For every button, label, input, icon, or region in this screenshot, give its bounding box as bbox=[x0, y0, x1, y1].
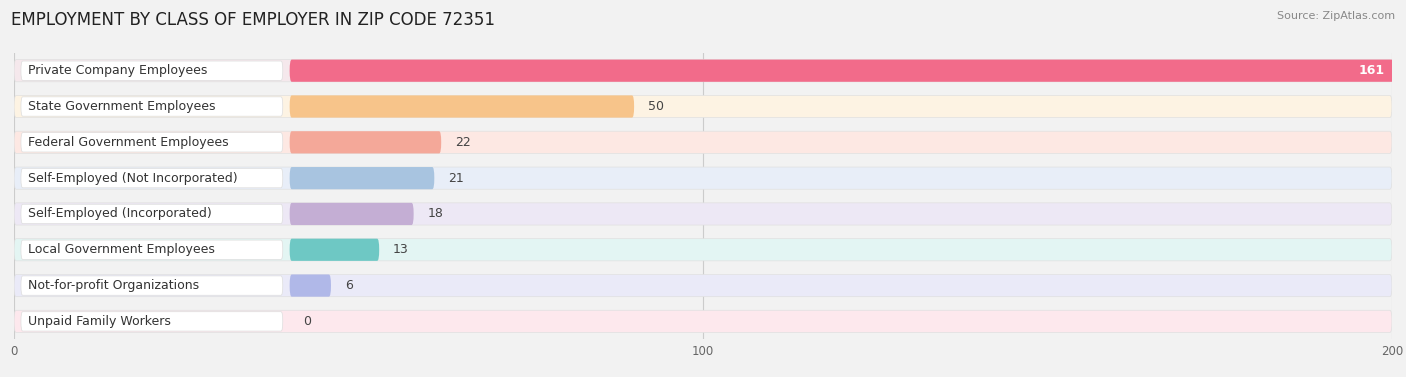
FancyBboxPatch shape bbox=[290, 95, 634, 118]
FancyBboxPatch shape bbox=[14, 167, 1392, 189]
FancyBboxPatch shape bbox=[21, 204, 283, 224]
Text: Self-Employed (Incorporated): Self-Employed (Incorporated) bbox=[28, 207, 211, 221]
Text: Source: ZipAtlas.com: Source: ZipAtlas.com bbox=[1277, 11, 1395, 21]
FancyBboxPatch shape bbox=[14, 274, 1392, 297]
FancyBboxPatch shape bbox=[21, 133, 283, 152]
Text: 21: 21 bbox=[449, 172, 464, 185]
FancyBboxPatch shape bbox=[290, 131, 441, 153]
FancyBboxPatch shape bbox=[21, 240, 283, 259]
FancyBboxPatch shape bbox=[290, 239, 380, 261]
Text: 13: 13 bbox=[394, 243, 409, 256]
FancyBboxPatch shape bbox=[21, 97, 283, 116]
FancyBboxPatch shape bbox=[14, 95, 1392, 118]
Text: EMPLOYMENT BY CLASS OF EMPLOYER IN ZIP CODE 72351: EMPLOYMENT BY CLASS OF EMPLOYER IN ZIP C… bbox=[11, 11, 495, 29]
FancyBboxPatch shape bbox=[21, 276, 283, 295]
Text: 0: 0 bbox=[304, 315, 311, 328]
FancyBboxPatch shape bbox=[290, 203, 413, 225]
Text: Federal Government Employees: Federal Government Employees bbox=[28, 136, 228, 149]
FancyBboxPatch shape bbox=[14, 239, 1392, 261]
Text: Unpaid Family Workers: Unpaid Family Workers bbox=[28, 315, 170, 328]
FancyBboxPatch shape bbox=[14, 203, 1392, 225]
Text: 6: 6 bbox=[344, 279, 353, 292]
Text: Private Company Employees: Private Company Employees bbox=[28, 64, 207, 77]
FancyBboxPatch shape bbox=[21, 312, 283, 331]
Text: 22: 22 bbox=[456, 136, 471, 149]
FancyBboxPatch shape bbox=[290, 167, 434, 189]
FancyBboxPatch shape bbox=[14, 310, 1392, 333]
FancyBboxPatch shape bbox=[21, 61, 283, 80]
FancyBboxPatch shape bbox=[14, 60, 1392, 82]
Text: Local Government Employees: Local Government Employees bbox=[28, 243, 215, 256]
FancyBboxPatch shape bbox=[21, 169, 283, 188]
FancyBboxPatch shape bbox=[14, 131, 1392, 153]
Text: 18: 18 bbox=[427, 207, 443, 221]
Text: 161: 161 bbox=[1360, 64, 1385, 77]
Text: State Government Employees: State Government Employees bbox=[28, 100, 215, 113]
Text: Self-Employed (Not Incorporated): Self-Employed (Not Incorporated) bbox=[28, 172, 238, 185]
FancyBboxPatch shape bbox=[290, 274, 330, 297]
FancyBboxPatch shape bbox=[290, 60, 1399, 82]
Text: Not-for-profit Organizations: Not-for-profit Organizations bbox=[28, 279, 200, 292]
Text: 50: 50 bbox=[648, 100, 664, 113]
